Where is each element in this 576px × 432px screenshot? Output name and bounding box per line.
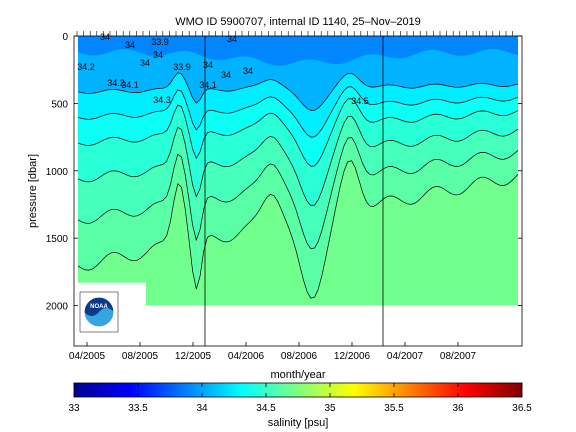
x-tick-label: 12/2005 [175, 351, 212, 362]
contour-label: 34 [243, 66, 253, 76]
x-tick-label: 08/2007 [440, 351, 477, 362]
colorbar-tick-label: 35.5 [384, 403, 404, 414]
x-axis-label: month/year [270, 369, 325, 381]
x-tick-label: 04/2007 [387, 351, 424, 362]
contour-label: 34 [227, 34, 237, 44]
contour-line [77, 98, 519, 167]
colorbar: 33 33.5 34 34.5 35 35.5 36 36.5 [68, 382, 532, 414]
contour-label: 34 [221, 70, 231, 80]
colorbar-tick-label: 36 [452, 403, 464, 414]
colorbar-tick-label: 33 [68, 403, 80, 414]
y-tick-label: 0 [62, 32, 68, 43]
contour-label: 34.5 [351, 96, 369, 106]
y-tick-label: 2000 [46, 302, 69, 313]
plot-frame [73, 35, 523, 347]
contour-label: 34 [153, 50, 163, 60]
y-axis: 0 500 1000 1500 2000 [46, 32, 522, 313]
x-tick-label: 08/2006 [281, 351, 318, 362]
contour-line [77, 115, 519, 206]
contour-line [77, 86, 519, 138]
colorbar-tick-label: 33.5 [128, 403, 148, 414]
contour-line [77, 72, 519, 111]
colorbar-tick-label: 36.5 [512, 403, 532, 414]
contour-line [77, 160, 519, 299]
contour-label: 34.2 [77, 62, 95, 72]
x-tick-label: 12/2006 [334, 351, 371, 362]
contour-label: 34 [100, 32, 110, 42]
colorbar-ticks: 33 33.5 34 34.5 35 35.5 36 36.5 [68, 383, 532, 414]
colorbar-tick-label: 34 [196, 403, 208, 414]
salinity-field [74, 36, 522, 346]
contour-label: 34.1 [121, 80, 139, 90]
noaa-logo: NOAA [79, 291, 119, 333]
vertical-markers [204, 36, 384, 346]
contour-label: 34.1 [199, 80, 217, 90]
colorbar-tick-label: 35 [324, 403, 336, 414]
y-tick-label: 1000 [46, 167, 69, 178]
contour-label: 34 [140, 58, 150, 68]
contour-lines [77, 72, 519, 299]
x-tick-label: 04/2006 [228, 351, 265, 362]
colorbar-tick-label: 34.5 [256, 403, 276, 414]
contour-label: 34 [125, 40, 135, 50]
contour-label: 33.9 [151, 37, 169, 47]
y-tick-label: 1500 [46, 234, 69, 245]
contour-label: 34 [203, 60, 213, 70]
x-tick-label: 08/2005 [122, 351, 159, 362]
x-tick-label: 04/2005 [69, 351, 106, 362]
no-data-region [74, 305, 522, 346]
colorbar-gradient [73, 382, 523, 398]
svg-text:NOAA: NOAA [90, 304, 108, 310]
y-axis-label: pressure [dbar] [27, 154, 39, 228]
colorbar-label: salinity [psu] [268, 417, 329, 429]
contour-label: 34.2 [107, 78, 125, 88]
surface-layer [78, 36, 518, 66]
x-axis: 04/2005 08/2005 12/2005 04/2006 08/2006 12/20… [69, 31, 513, 362]
contour-label: 33.9 [173, 62, 191, 72]
contour-label: 34.3 [153, 95, 171, 105]
contour-line [77, 137, 519, 250]
y-tick-label: 500 [51, 99, 68, 110]
chart-title: WMO ID 5900707, internal ID 1140, 25–Nov… [175, 16, 421, 28]
